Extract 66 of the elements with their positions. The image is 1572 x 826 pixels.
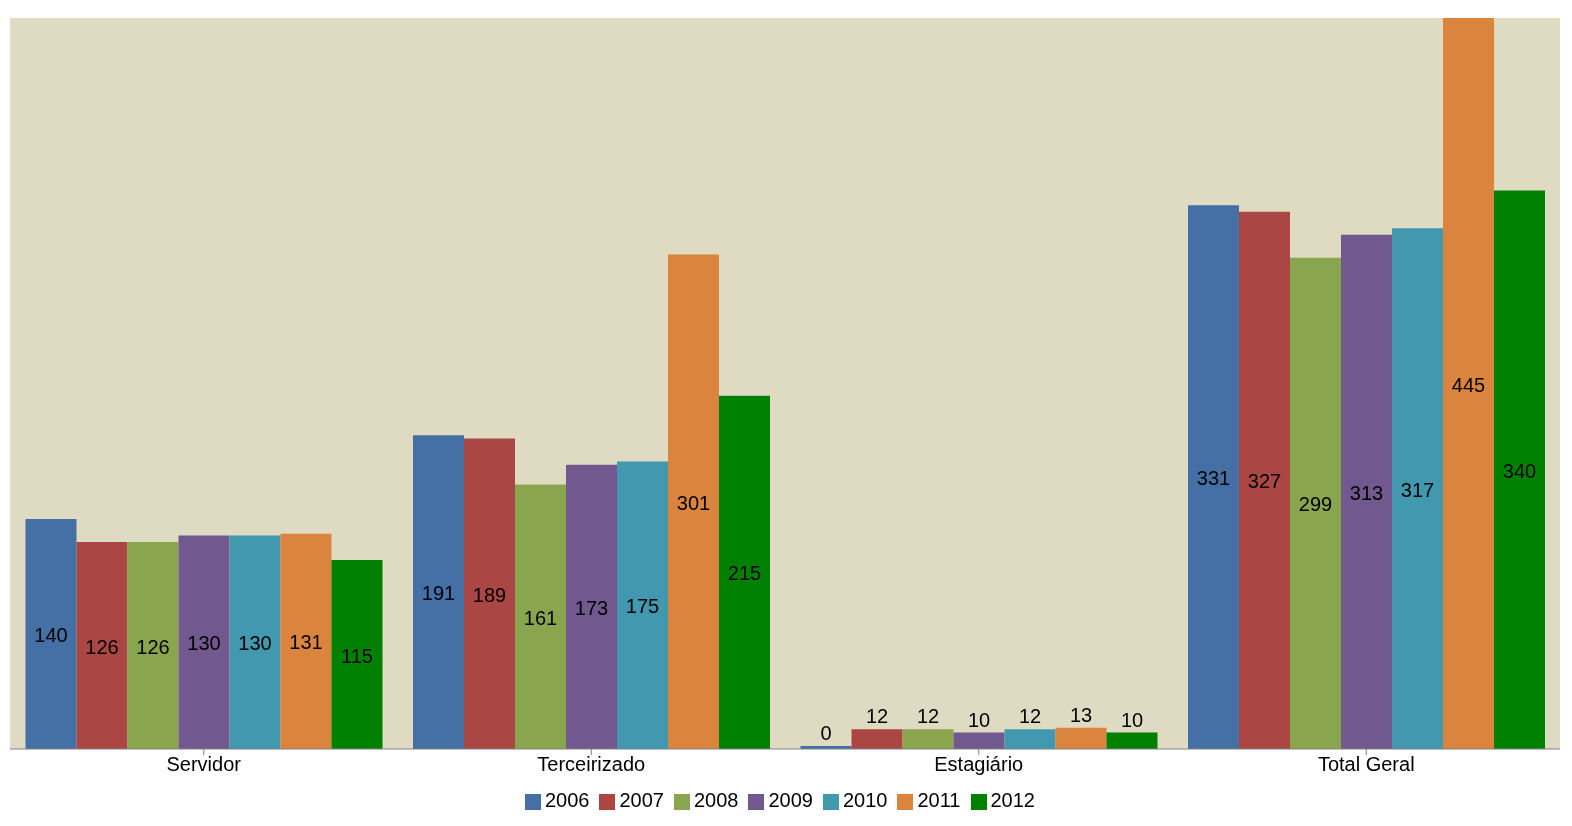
data-label: 327 xyxy=(1247,470,1282,493)
x-tick-label: Servidor xyxy=(166,753,242,776)
bar xyxy=(331,560,383,749)
bar xyxy=(1494,190,1545,749)
bar xyxy=(1392,228,1443,749)
bar xyxy=(515,484,566,749)
data-label: 215 xyxy=(727,562,762,585)
data-label: 10 xyxy=(967,708,991,731)
data-label: 313 xyxy=(1349,481,1384,504)
data-label: 189 xyxy=(472,583,507,606)
bar xyxy=(719,395,770,749)
bar xyxy=(127,542,179,749)
bar xyxy=(902,729,954,749)
data-label: 12 xyxy=(1018,705,1042,728)
data-label: 173 xyxy=(574,596,609,619)
data-label: 0 xyxy=(820,722,832,744)
bar xyxy=(1443,18,1494,749)
data-label: 130 xyxy=(187,632,221,655)
bar xyxy=(1290,257,1341,749)
bar xyxy=(851,729,903,749)
data-label: 12 xyxy=(916,705,940,728)
bar xyxy=(1239,211,1290,749)
x-tick-label: Estagiário xyxy=(934,753,1024,776)
legend-label: 2009 xyxy=(768,789,813,811)
bar xyxy=(1055,727,1107,749)
bar xyxy=(617,461,668,749)
bar xyxy=(229,535,281,749)
bar xyxy=(1004,729,1056,749)
data-label: 175 xyxy=(625,595,660,618)
data-label: 12 xyxy=(865,705,889,728)
x-tick-label: Total Geral xyxy=(1317,753,1415,776)
bar xyxy=(464,438,515,749)
bar xyxy=(25,519,77,749)
bar xyxy=(280,533,332,749)
legend-label: 2008 xyxy=(693,789,739,811)
data-label: 131 xyxy=(289,631,323,654)
bar xyxy=(1341,234,1392,749)
data-label: 331 xyxy=(1196,467,1231,490)
data-label: 445 xyxy=(1451,373,1486,396)
legend-label: 2011 xyxy=(917,789,961,811)
legend-label: 2007 xyxy=(619,789,664,811)
bar xyxy=(953,732,1005,749)
data-label: 130 xyxy=(238,632,272,655)
bar xyxy=(566,464,617,749)
data-label: 161 xyxy=(523,606,558,629)
bar xyxy=(413,435,464,749)
x-tick-label: Terceirizado xyxy=(537,753,646,776)
legend-label: 2012 xyxy=(990,789,1035,811)
bar xyxy=(1188,205,1239,749)
legend-label: 2010 xyxy=(842,789,888,811)
data-label: 191 xyxy=(421,582,456,605)
data-label: 126 xyxy=(85,635,119,658)
bar xyxy=(1106,732,1158,749)
data-label: 299 xyxy=(1298,493,1333,516)
data-label: 115 xyxy=(341,644,373,667)
data-label: 140 xyxy=(34,624,68,647)
data-label: 317 xyxy=(1400,478,1435,501)
bar xyxy=(668,254,719,749)
bar xyxy=(178,535,230,749)
data-label: 126 xyxy=(136,635,170,658)
data-label: 13 xyxy=(1069,703,1093,726)
data-label: 340 xyxy=(1502,459,1537,482)
bar xyxy=(76,542,128,749)
data-label: 301 xyxy=(676,491,711,514)
data-label: 10 xyxy=(1120,708,1144,731)
legend-label: 2006 xyxy=(544,789,590,811)
